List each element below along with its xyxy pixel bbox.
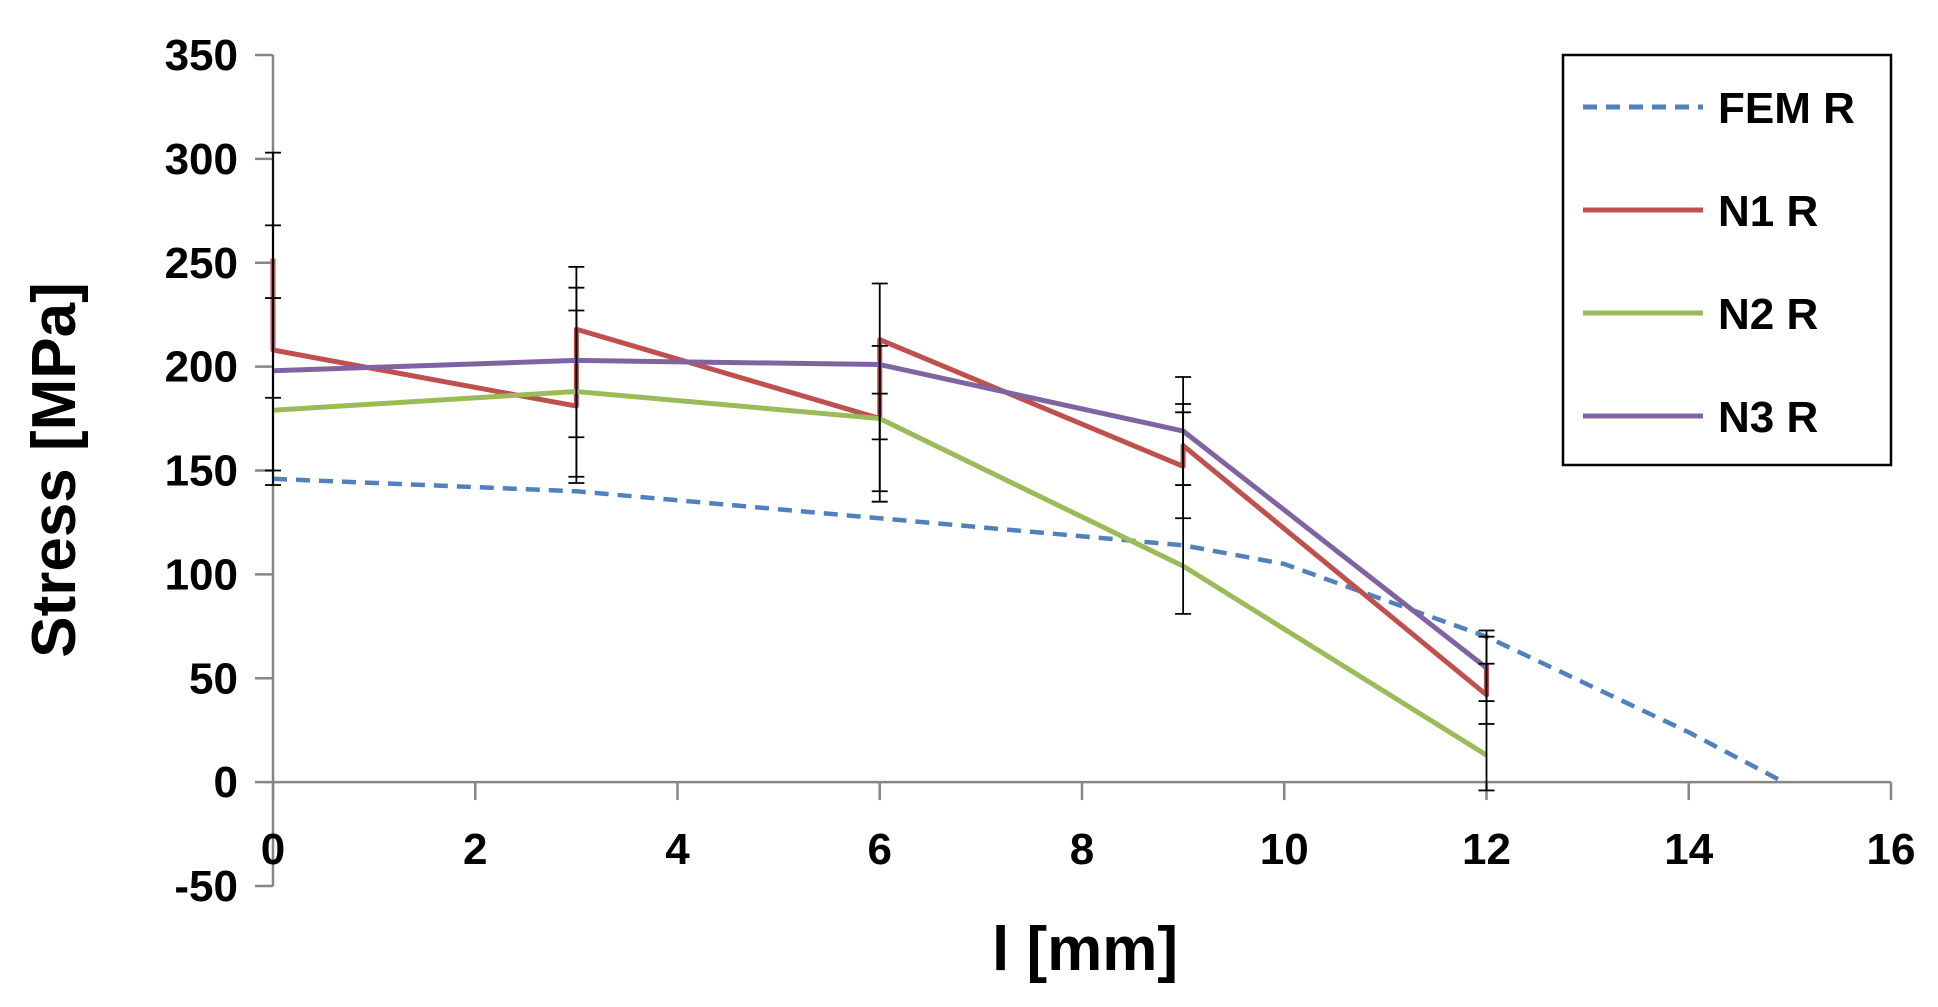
error-bar (265, 297, 281, 399)
y-tick-label: 0 (214, 758, 238, 807)
x-tick-label: 10 (1260, 825, 1309, 874)
y-tick-label: 150 (165, 447, 238, 496)
x-tick-label: 8 (1070, 825, 1094, 874)
y-tick-label: 350 (165, 31, 238, 80)
error-bar (1175, 411, 1192, 486)
error-bars (265, 151, 1495, 792)
y-axis-title: Stress [MPa] (20, 282, 89, 658)
error-bar (1478, 662, 1495, 703)
legend-label: N1 R (1718, 187, 1818, 236)
y-tick-label: -50 (174, 862, 238, 911)
error-bar (871, 392, 888, 441)
x-tick-label: 12 (1462, 825, 1511, 874)
legend-label: N2 R (1718, 290, 1818, 339)
error-bar (568, 286, 585, 439)
legend-label: N3 R (1718, 393, 1818, 442)
series-line-fem-r (272, 476, 1781, 783)
legend-box (1561, 53, 1893, 467)
plot-area (270, 258, 1781, 783)
y-tick-label: 250 (165, 239, 238, 288)
x-tick-label: 4 (665, 825, 690, 874)
x-axis-title: l [mm] (992, 915, 1178, 984)
y-tick-label: 50 (189, 654, 238, 703)
x-tick-label: 6 (868, 825, 892, 874)
legend: FEM R N1 R N2 R N3 R (1561, 53, 1893, 467)
legend-label: FEM R (1718, 84, 1855, 133)
x-tick-label: 2 (463, 825, 487, 874)
x-tick-label: 14 (1664, 825, 1713, 874)
y-tick-label: 300 (165, 135, 238, 184)
y-tick-label: 200 (165, 343, 238, 392)
y-tick-label: 100 (165, 550, 238, 599)
x-tick-label: 16 (1867, 825, 1916, 874)
x-tick-label: 0 (261, 825, 285, 874)
axes: -50 0 50 100 150 200 250 300 350 0 2 4 6 8 10 12 14 16 (165, 31, 1916, 911)
